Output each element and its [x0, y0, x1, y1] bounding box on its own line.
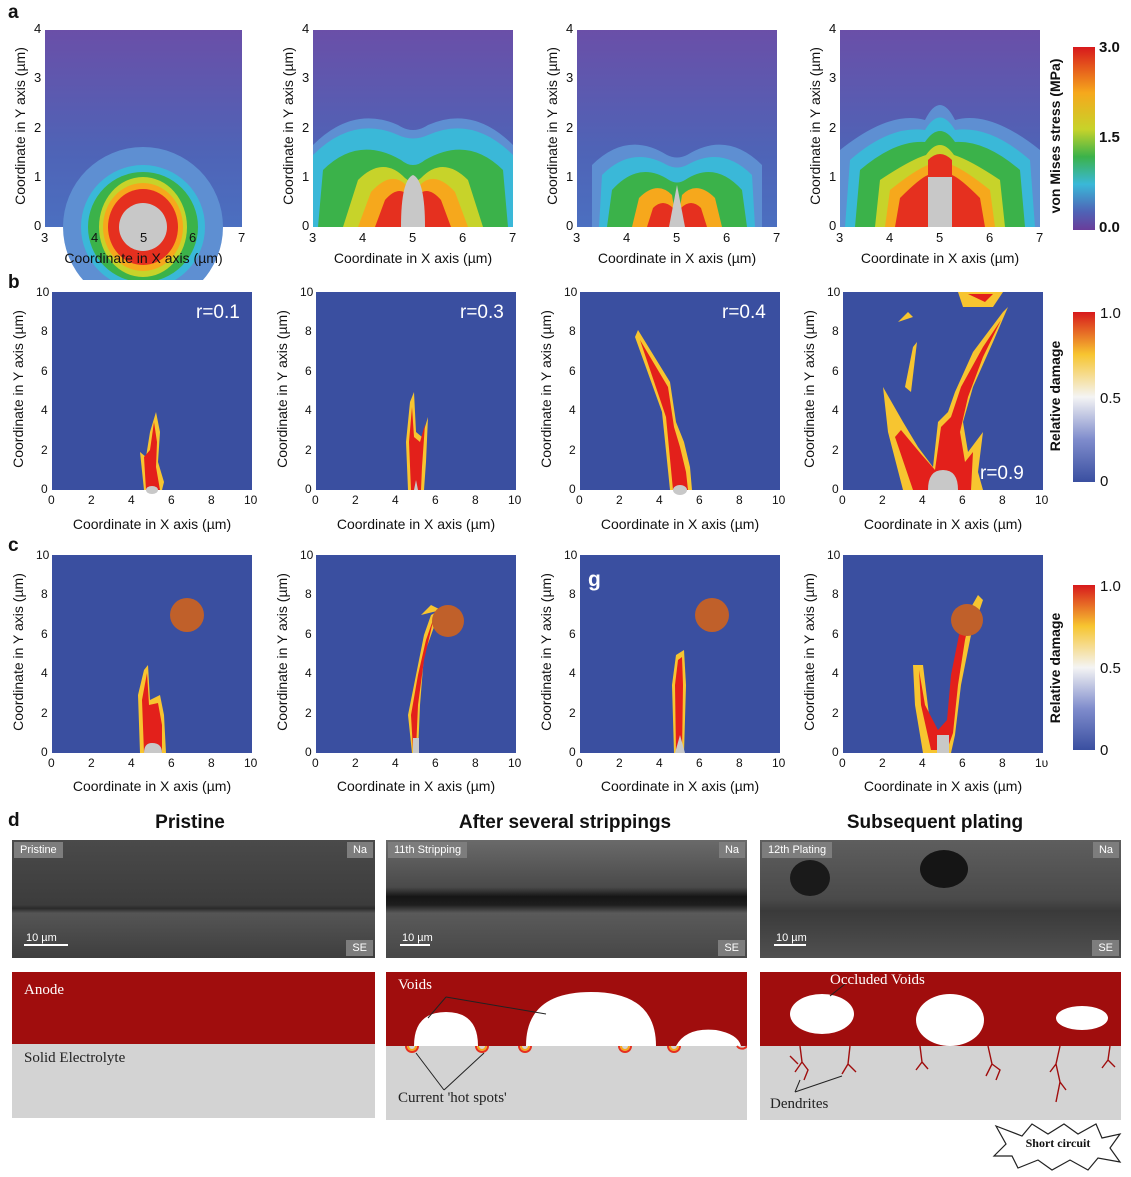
plot-b2: [316, 292, 516, 490]
ylabel-b1: Coordinate in Y axis (µm): [10, 310, 26, 468]
ylabel-a4: Coordinate in Y axis (µm): [807, 47, 823, 205]
schematic-plating: [760, 972, 1121, 1120]
short-circuit-burst: [992, 1123, 1122, 1171]
plot-a2: [313, 30, 513, 227]
occluded-voids-label: Occluded Voids: [830, 972, 925, 988]
xlabel-b2: Coordinate in X axis (µm): [336, 516, 496, 532]
sem-title-plating: Subsequent plating: [846, 812, 1024, 833]
plot-c2: [316, 555, 516, 753]
ylabel-c4: Coordinate in Y axis (µm): [801, 573, 817, 731]
colorbar-b-tick-mid: 0.5: [1100, 390, 1121, 407]
ylabel-b4: Coordinate in Y axis (µm): [801, 310, 817, 468]
xlabel-b4: Coordinate in X axis (µm): [863, 516, 1023, 532]
plot-a1: [45, 30, 242, 280]
plot-b4: [843, 292, 1043, 490]
r-label-b3: r=0.4: [722, 302, 766, 323]
xlabel-c2: Coordinate in X axis (µm): [336, 778, 496, 794]
schematic-stripping: [386, 972, 747, 1120]
voids-label: Voids: [398, 977, 432, 993]
xlabel-a2: Coordinate in X axis (µm): [333, 250, 493, 266]
plot-c1: [52, 555, 252, 753]
xlabel-b1: Coordinate in X axis (µm): [72, 516, 232, 532]
colorbar-c-tick-mid: 0.5: [1100, 660, 1121, 677]
row-bc-plots: [52, 292, 1095, 753]
row-a-plots: [45, 30, 1095, 280]
plot-b1: [52, 292, 252, 494]
colorbar-c: [1073, 585, 1095, 750]
xlabel-c3: Coordinate in X axis (µm): [600, 778, 760, 794]
colorbar-b-tick-max: 1.0: [1100, 305, 1121, 322]
r-label-b4: r=0.9: [980, 463, 1024, 484]
particle-c4: [951, 604, 983, 636]
colorbar-b-tick-min: 0: [1100, 473, 1109, 490]
colorbar-c-tick-max: 1.0: [1100, 578, 1121, 595]
xlabel-a3: Coordinate in X axis (µm): [597, 250, 757, 266]
row-bc-labels: r=0.1 r=0.3 r=0.4 r=0.9 g 0 2 4 6 8 10 0…: [10, 285, 1121, 794]
ylabel-c1: Coordinate in Y axis (µm): [10, 573, 26, 731]
anode-label: Anode: [24, 982, 64, 998]
ylabel-a2: Coordinate in Y axis (µm): [280, 47, 296, 205]
panel-letter-a: a: [8, 2, 19, 23]
colorbar-a: [1073, 47, 1095, 230]
dendrites-label: Dendrites: [770, 1096, 829, 1112]
xlabel-c4: Coordinate in X axis (µm): [863, 778, 1023, 794]
ylabel-b3: Coordinate in Y axis (µm): [538, 310, 554, 468]
sem-title-stripping: After several strippings: [458, 812, 672, 833]
anode-layer: [12, 972, 375, 1044]
xlabel-b3: Coordinate in X axis (µm): [600, 516, 760, 532]
panel-letter-b: b: [8, 272, 20, 293]
colorbar-a-tick-max: 3.0: [1099, 39, 1120, 56]
row-a-labels: 4 3 2 1 0 4 3 2 1 0 4 3 2 1 0 4 3 2 1 0 …: [12, 21, 1120, 266]
xlabel-c1: Coordinate in X axis (µm): [72, 778, 232, 794]
xlabel-a1: Coordinate in X axis (µm): [64, 250, 223, 266]
sem-title-pristine: Pristine: [155, 812, 225, 833]
label-g: g: [588, 568, 601, 591]
ylabel-a3: Coordinate in Y axis (µm): [544, 47, 560, 205]
r-label-b1: r=0.1: [196, 302, 240, 323]
plot-b3: [580, 292, 780, 495]
ylabel-c3: Coordinate in Y axis (µm): [538, 573, 554, 731]
colorbar-c-title: Relative damage: [1047, 612, 1063, 724]
plot-c4: [843, 555, 1043, 753]
short-circuit-label: Short circuit: [1025, 1136, 1091, 1150]
scale-bar: [774, 944, 806, 946]
colorbar-a-tick-min: 0.0: [1099, 219, 1120, 236]
schematic-pristine: Anode Solid Electrolyte: [12, 972, 375, 1118]
scale-bar: [400, 944, 430, 946]
ylabel-c2: Coordinate in Y axis (µm): [274, 573, 290, 731]
panel-letter-d: d: [8, 810, 20, 831]
particle-c3: [695, 598, 729, 632]
panel-letter-c: c: [8, 535, 19, 556]
colorbar-a-title: von Mises stress (MPa): [1047, 58, 1063, 214]
ylabel-a1: Coordinate in Y axis (µm): [12, 47, 28, 205]
colorbar-c-tick-min: 0: [1100, 742, 1109, 759]
plot-c3: [580, 555, 780, 753]
hotspots-label: Current 'hot spots': [398, 1090, 507, 1106]
sem-image-pristine: Pristine Na SE 10 µm: [12, 840, 375, 958]
sem-image-plating: 12th Plating Na SE 10 µm: [760, 840, 1121, 958]
colorbar-b-title: Relative damage: [1047, 340, 1063, 452]
electrolyte-label: Solid Electrolyte: [24, 1050, 126, 1066]
xlabel-a4: Coordinate in X axis (µm): [860, 250, 1020, 266]
sem-image-stripping: 11th Stripping Na SE 10 µm: [386, 840, 747, 958]
plot-a3: [577, 30, 777, 227]
colorbar-a-tick-mid: 1.5: [1099, 129, 1120, 146]
plot-a4: [840, 30, 1040, 227]
scale-bar: [24, 944, 68, 946]
r-label-b2: r=0.3: [460, 302, 504, 323]
particle-c1: [170, 598, 204, 632]
particle-c2: [432, 605, 464, 637]
ylabel-b2: Coordinate in Y axis (µm): [274, 310, 290, 468]
colorbar-b: [1073, 312, 1095, 482]
